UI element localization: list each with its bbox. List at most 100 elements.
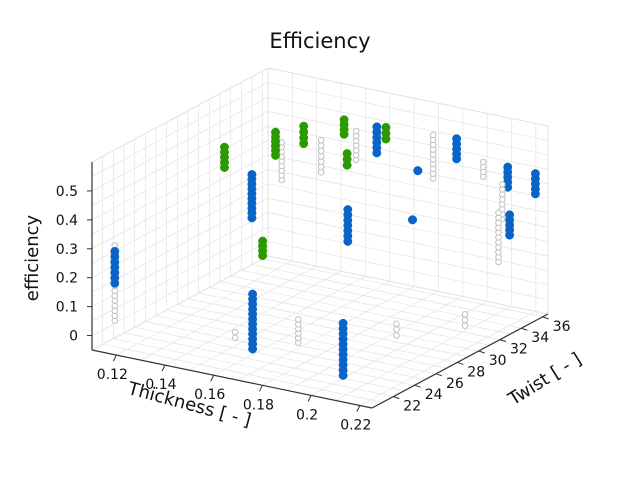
grid-line	[91, 111, 269, 206]
z-tick-label: 0.5	[56, 184, 78, 200]
data-point	[413, 166, 423, 176]
grid-line	[262, 258, 543, 318]
data-point	[461, 311, 469, 318]
grid-line	[134, 326, 415, 386]
z-tick-label: 0.2	[56, 271, 78, 287]
y-tick-mark	[457, 361, 464, 365]
data-point	[381, 122, 391, 132]
y-tick-label: 26	[446, 376, 464, 392]
grid-line	[335, 306, 512, 401]
x-tick-label: 0.14	[145, 377, 176, 393]
grid-line	[91, 183, 269, 279]
y-tick-mark	[414, 384, 421, 388]
data-point	[342, 149, 352, 159]
grid-line	[145, 321, 426, 380]
x-tick-label: 0.22	[340, 418, 371, 434]
data-point	[299, 121, 309, 131]
y-tick-mark	[499, 339, 507, 343]
data-point	[317, 153, 325, 160]
data-point	[393, 320, 400, 328]
grid-line	[91, 168, 269, 264]
data-point	[499, 181, 506, 188]
grid-line	[267, 67, 549, 127]
y-tick-label: 36	[553, 319, 571, 335]
data-point	[295, 316, 302, 323]
grid-line	[267, 125, 549, 185]
chart-axes	[91, 162, 549, 409]
x-tick-label: 0.18	[243, 397, 274, 413]
grid-line	[251, 264, 533, 323]
x-tick-mark	[307, 395, 312, 402]
grid-line	[198, 292, 479, 352]
grid-line	[359, 311, 536, 406]
grid-line	[91, 197, 269, 293]
data-point	[530, 169, 540, 179]
data-point	[338, 318, 348, 328]
grid-line	[267, 96, 549, 156]
grid-line	[91, 67, 269, 163]
grid-line	[91, 212, 269, 307]
grid-line	[91, 139, 269, 235]
y-axis-label: Twist [ - ]	[504, 349, 585, 411]
data-point	[429, 131, 437, 139]
data-point	[220, 142, 229, 152]
data-point	[248, 289, 258, 299]
data-point	[317, 142, 325, 149]
y-tick-label: 28	[467, 364, 485, 380]
data-point	[503, 162, 513, 172]
grid-line	[166, 309, 447, 369]
x-axis-line	[91, 349, 373, 409]
y-tick-label: 34	[531, 330, 549, 346]
grid-line	[91, 125, 269, 221]
grid-line	[113, 338, 394, 397]
data-point	[408, 215, 417, 225]
x-tick-mark	[161, 364, 166, 372]
data-point	[317, 168, 325, 176]
data-point	[480, 158, 487, 166]
data-point	[343, 205, 353, 215]
data-point	[393, 326, 400, 333]
z-tick-label: 0.4	[56, 213, 78, 229]
data-point	[505, 210, 515, 220]
data-point	[258, 236, 268, 246]
y-tick-mark	[478, 350, 485, 354]
data-point	[372, 122, 382, 132]
x-tick-label: 0.12	[97, 367, 128, 383]
grid-line	[310, 301, 488, 396]
x-tick-mark	[258, 385, 263, 392]
grid-line	[267, 241, 549, 300]
grid-line	[91, 82, 269, 177]
data-point	[461, 316, 469, 324]
y-tick-label: 22	[403, 399, 421, 415]
data-point	[461, 322, 469, 330]
grid-line	[267, 111, 549, 170]
grid-line	[237, 285, 415, 381]
x-tick-mark	[112, 354, 117, 362]
grid-line	[187, 298, 469, 358]
grid-line	[116, 260, 293, 356]
grid-line	[123, 332, 405, 392]
data-point	[495, 209, 502, 217]
data-point	[339, 115, 349, 125]
y-tick-mark	[435, 373, 443, 377]
x-axis-label: Thickness [ - ]	[125, 378, 254, 431]
grid-line	[102, 343, 383, 403]
x-tick-mark	[210, 374, 215, 382]
z-tick-label: 0.3	[56, 242, 78, 258]
x-tick-label: 0.2	[296, 407, 318, 423]
z-axis-label: efficiency	[22, 214, 43, 301]
y-tick-mark	[542, 316, 549, 320]
y-tick-label: 32	[510, 342, 528, 358]
chart-marks	[110, 115, 540, 380]
data-point	[317, 163, 325, 171]
x-tick-label: 0.16	[194, 387, 225, 403]
data-point	[110, 246, 120, 256]
data-point	[452, 134, 462, 144]
grid-line	[241, 269, 522, 329]
y-tick-mark	[521, 327, 528, 331]
y-tick-label: 30	[489, 353, 507, 369]
grid-line	[286, 296, 463, 391]
grid-line	[267, 82, 549, 141]
